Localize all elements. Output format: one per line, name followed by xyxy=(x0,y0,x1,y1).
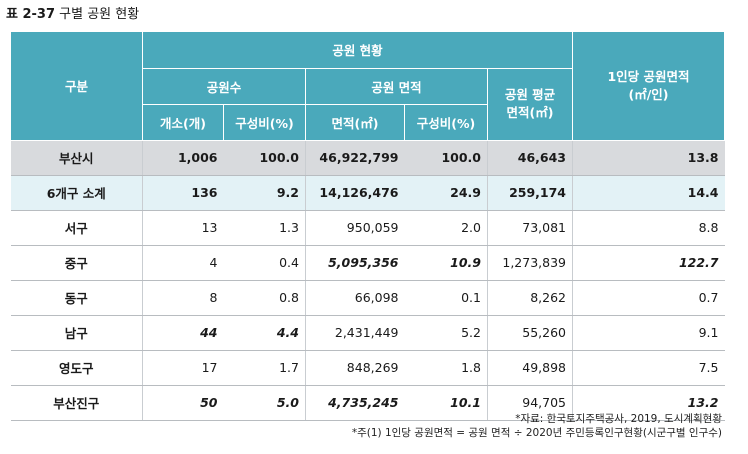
cell-area-ratio: 100.0 xyxy=(404,140,488,176)
cell-count-ratio: 5.0 xyxy=(223,385,306,421)
cell-area-ratio: 24.9 xyxy=(404,175,488,211)
header-area-unit: 면적(㎡) xyxy=(305,104,405,141)
cell-count-ratio: 9.2 xyxy=(223,175,306,211)
header-per-capita-line2: (㎡/인) xyxy=(628,86,669,102)
cell-area-ratio: 0.1 xyxy=(404,280,488,316)
header-count-unit: 개소(개) xyxy=(142,104,224,141)
table-row: 부산진구 50 5.0 4,735,245 10.1 94,705 13.2 xyxy=(10,385,725,421)
row-label: 서구 xyxy=(10,210,143,246)
row-label: 중구 xyxy=(10,245,143,281)
cell-avg-area: 94,705 xyxy=(487,385,573,421)
cell-avg-area: 1,273,839 xyxy=(487,245,573,281)
table-row-busan: 부산시 1,006 100.0 46,922,799 100.0 46,643 … xyxy=(10,140,725,176)
cell-area: 848,269 xyxy=(305,350,405,386)
cell-avg-area: 8,262 xyxy=(487,280,573,316)
cell-count-ratio: 1.7 xyxy=(223,350,306,386)
cell-count: 13 xyxy=(142,210,224,246)
table-title: 구별 공원 현황 xyxy=(59,7,140,22)
footnote-note: *주(1) 1인당 공원면적 = 공원 면적 ÷ 2020년 주민등록인구현황(… xyxy=(351,427,722,439)
cell-area: 5,095,356 xyxy=(305,245,405,281)
footnote-source: *자료: 한국토지주택공사, 2019, 도시계획현황 xyxy=(515,413,722,425)
header-count-ratio: 구성비(%) xyxy=(223,104,306,141)
cell-per-capita: 122.7 xyxy=(572,245,725,281)
header-avg-area: 공원 평균 면적(㎡) xyxy=(487,68,573,141)
cell-area: 66,098 xyxy=(305,280,405,316)
footnotes: *자료: 한국토지주택공사, 2019, 도시계획현황 *주(1) 1인당 공원… xyxy=(10,412,722,440)
cell-count-ratio: 0.4 xyxy=(223,245,306,281)
header-per-capita: 1인당 공원면적 (㎡/인) xyxy=(572,32,725,141)
cell-count: 17 xyxy=(142,350,224,386)
table-number: 표 2-37 xyxy=(6,7,56,22)
table-row: 서구 13 1.3 950,059 2.0 73,081 8.8 xyxy=(10,210,725,246)
cell-area: 2,431,449 xyxy=(305,315,405,351)
cell-count: 8 xyxy=(142,280,224,316)
cell-per-capita: 7.5 xyxy=(572,350,725,386)
cell-count-ratio: 0.8 xyxy=(223,280,306,316)
table-caption: 표 2-37 구별 공원 현황 xyxy=(6,4,139,26)
cell-avg-area: 46,643 xyxy=(487,140,573,176)
cell-area: 46,922,799 xyxy=(305,140,405,176)
cell-per-capita: 13.2 xyxy=(572,385,725,421)
header-per-capita-line1: 1인당 공원면적 xyxy=(607,68,690,84)
table-row: 남구 44 4.4 2,431,449 5.2 55,260 9.1 xyxy=(10,315,725,351)
cell-area: 14,126,476 xyxy=(305,175,405,211)
cell-avg-area: 259,174 xyxy=(487,175,573,211)
header-area-ratio: 구성비(%) xyxy=(404,104,488,141)
cell-count: 136 xyxy=(142,175,224,211)
header-park-area: 공원 면적 xyxy=(305,68,488,105)
park-status-table: 구분 공원 현황 1인당 공원면적 (㎡/인) 공원수 공원 면적 공원 평균 … xyxy=(10,32,725,421)
header-category: 구분 xyxy=(10,32,143,141)
cell-avg-area: 55,260 xyxy=(487,315,573,351)
header-avg-area-line2: 면적(㎡) xyxy=(506,105,554,120)
cell-avg-area: 49,898 xyxy=(487,350,573,386)
cell-count: 4 xyxy=(142,245,224,281)
cell-per-capita: 14.4 xyxy=(572,175,725,211)
row-label: 부산시 xyxy=(10,140,143,176)
table-row: 중구 4 0.4 5,095,356 10.9 1,273,839 122.7 xyxy=(10,245,725,281)
cell-per-capita: 0.7 xyxy=(572,280,725,316)
row-label: 영도구 xyxy=(10,350,143,386)
cell-area: 4,735,245 xyxy=(305,385,405,421)
cell-area: 950,059 xyxy=(305,210,405,246)
cell-area-ratio: 1.8 xyxy=(404,350,488,386)
table-row: 영도구 17 1.7 848,269 1.8 49,898 7.5 xyxy=(10,350,725,386)
table-row-subtotal: 6개구 소계 136 9.2 14,126,476 24.9 259,174 1… xyxy=(10,175,725,211)
row-label: 남구 xyxy=(10,315,143,351)
cell-area-ratio: 2.0 xyxy=(404,210,488,246)
row-label: 동구 xyxy=(10,280,143,316)
cell-area-ratio: 10.9 xyxy=(404,245,488,281)
cell-per-capita: 9.1 xyxy=(572,315,725,351)
cell-count-ratio: 4.4 xyxy=(223,315,306,351)
cell-count-ratio: 1.3 xyxy=(223,210,306,246)
cell-count: 50 xyxy=(142,385,224,421)
cell-per-capita: 8.8 xyxy=(572,210,725,246)
header-park-status: 공원 현황 xyxy=(142,32,573,69)
cell-count-ratio: 100.0 xyxy=(223,140,306,176)
table-row: 동구 8 0.8 66,098 0.1 8,262 0.7 xyxy=(10,280,725,316)
row-label: 6개구 소계 xyxy=(10,175,143,211)
cell-area-ratio: 5.2 xyxy=(404,315,488,351)
header-avg-area-line1: 공원 평균 xyxy=(504,87,556,102)
cell-area-ratio: 10.1 xyxy=(404,385,488,421)
cell-count: 1,006 xyxy=(142,140,224,176)
row-label: 부산진구 xyxy=(10,385,143,421)
cell-count: 44 xyxy=(142,315,224,351)
header-park-count: 공원수 xyxy=(142,68,306,105)
cell-per-capita: 13.8 xyxy=(572,140,725,176)
cell-avg-area: 73,081 xyxy=(487,210,573,246)
